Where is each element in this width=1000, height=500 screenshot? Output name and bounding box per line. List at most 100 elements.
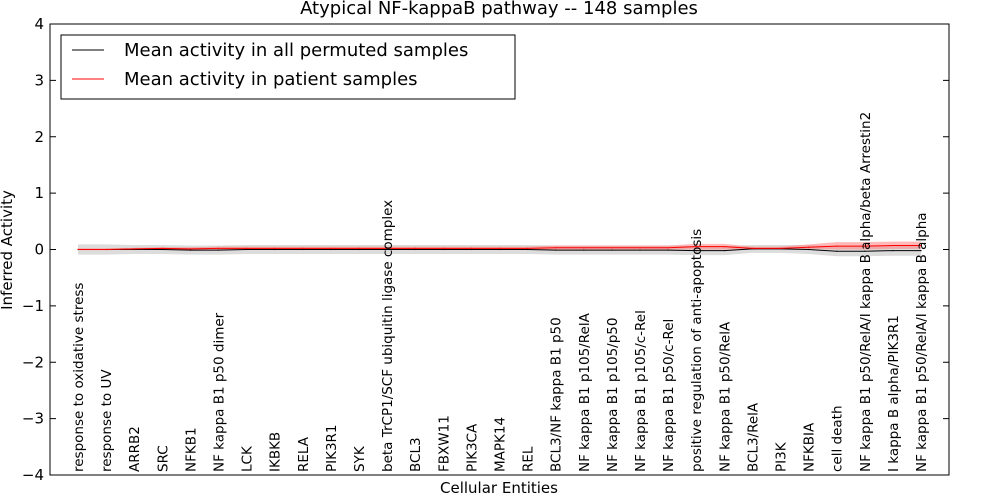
data-point [498, 247, 501, 249]
data-point [779, 247, 782, 249]
x-tick-label: ARRB2 [127, 426, 143, 472]
data-point [274, 247, 276, 249]
data-point [836, 245, 838, 247]
data-point [695, 246, 697, 248]
data-point [358, 247, 360, 249]
data-point [611, 247, 613, 249]
data-point [386, 247, 388, 249]
data-point [864, 250, 866, 252]
x-tick-label: NF kappa B1 p50/RelA/I kappa B alpha/bet… [858, 112, 874, 472]
x-tick-label: NF kappa B1 p50/RelA/I kappa B alpha [914, 212, 930, 472]
legend-label: Mean activity in all permuted samples [124, 40, 468, 61]
y-tick-label: 0 [34, 241, 44, 259]
x-tick-label: SYK [352, 445, 368, 472]
x-tick-label: NF kappa B1 p50 dimer [212, 312, 228, 472]
data-point [920, 250, 922, 252]
data-point [920, 244, 922, 247]
data-point [246, 247, 248, 249]
x-tick-label: BCL3 [408, 437, 424, 472]
data-point [667, 249, 669, 251]
data-point [723, 250, 725, 252]
data-point [555, 249, 557, 251]
x-tick-label: NF kappa B1 p105/RelA [577, 312, 593, 472]
data-point [302, 247, 304, 249]
x-tick-label: PIK3CA [464, 423, 480, 472]
x-tick-label: NF kappa B1 p105/p50 [605, 318, 621, 473]
x-tick-label: NF kappa B1 p105/c-Rel [633, 310, 649, 472]
data-point [470, 248, 472, 251]
data-point [217, 247, 220, 249]
data-point [442, 247, 444, 249]
x-tick-label: MAPK14 [493, 417, 509, 472]
legend-box [60, 34, 516, 100]
data-point [161, 247, 163, 249]
data-point [639, 249, 641, 251]
data-point [864, 245, 866, 247]
data-point [414, 248, 416, 251]
data-point [751, 247, 754, 249]
x-tick-label: response to UV [99, 369, 115, 472]
data-point [246, 248, 248, 251]
data-point [583, 249, 585, 251]
data-point [386, 248, 388, 251]
x-tick-label: response to oxidative stress [71, 283, 87, 472]
x-tick-label: RELA [296, 436, 312, 472]
data-point [161, 248, 163, 251]
data-point [639, 247, 641, 249]
data-point [414, 247, 416, 249]
x-tick-label: beta TrCP1/SCF ubiquitin ligase complex [380, 200, 396, 472]
data-point [667, 247, 669, 249]
x-tick-label: FBXW11 [436, 415, 452, 472]
x-tick-label: BCL3/RelA [745, 402, 761, 472]
data-point [527, 248, 529, 251]
data-point [527, 247, 529, 249]
data-point [470, 247, 472, 249]
data-point [189, 249, 191, 251]
x-tick-label: NFKB1 [183, 427, 199, 472]
y-tick-label: 1 [34, 184, 44, 202]
y-tick-label: −2 [22, 353, 44, 371]
x-tick-label: NF kappa B1 p50/c-Rel [661, 319, 677, 472]
data-point [330, 248, 332, 251]
x-tick-label: NFKBIA [802, 422, 818, 472]
data-point [892, 244, 894, 247]
data-point [892, 250, 894, 252]
data-point [611, 249, 613, 251]
x-tick-label: BCL3/NF kappa B1 p50 [549, 317, 565, 472]
y-axis-label: Inferred Activity [0, 190, 16, 310]
series-lines [77, 244, 922, 252]
x-tick-label: NF kappa B1 p50/RelA [717, 321, 733, 472]
y-tick-label: −1 [22, 297, 44, 315]
x-tick-label: cell death [830, 405, 846, 472]
x-tick-label: PIK3R1 [324, 424, 340, 472]
x-tick-label: I kappa B alpha/PIK3R1 [886, 315, 902, 472]
y-axis-ticks: −4 −3 −2 −1 0 1 2 3 4 [22, 15, 949, 484]
x-axis-label: Cellular Entities [440, 479, 558, 497]
data-point [77, 248, 79, 251]
data-point [498, 248, 501, 251]
data-point [133, 248, 135, 250]
legend-label: Mean activity in patient samples [124, 69, 418, 90]
x-axis-category-labels: response to oxidative stress response to … [71, 112, 930, 472]
data-point [808, 248, 810, 251]
y-tick-label: 2 [34, 128, 44, 146]
legend: Mean activity in all permuted samples Mea… [60, 34, 516, 100]
chart-title: Atypical NF-kappaB pathway -- 148 sample… [300, 0, 698, 19]
x-tick-label: PI3K [774, 441, 790, 472]
y-tick-label: 3 [34, 71, 44, 89]
data-point [723, 246, 725, 248]
y-tick-label: −4 [22, 466, 44, 484]
x-tick-label: positive regulation of anti-apoptosis [689, 229, 705, 472]
data-point [808, 246, 810, 248]
data-point [583, 247, 585, 249]
data-point [302, 248, 304, 251]
x-tick-label: SRC [155, 445, 171, 472]
data-point [358, 248, 360, 251]
y-tick-label: −3 [22, 410, 44, 428]
data-point [836, 250, 838, 252]
x-tick-label: LCK [240, 445, 256, 472]
data-point [189, 248, 191, 250]
data-point [217, 249, 220, 251]
data-point [442, 248, 444, 251]
